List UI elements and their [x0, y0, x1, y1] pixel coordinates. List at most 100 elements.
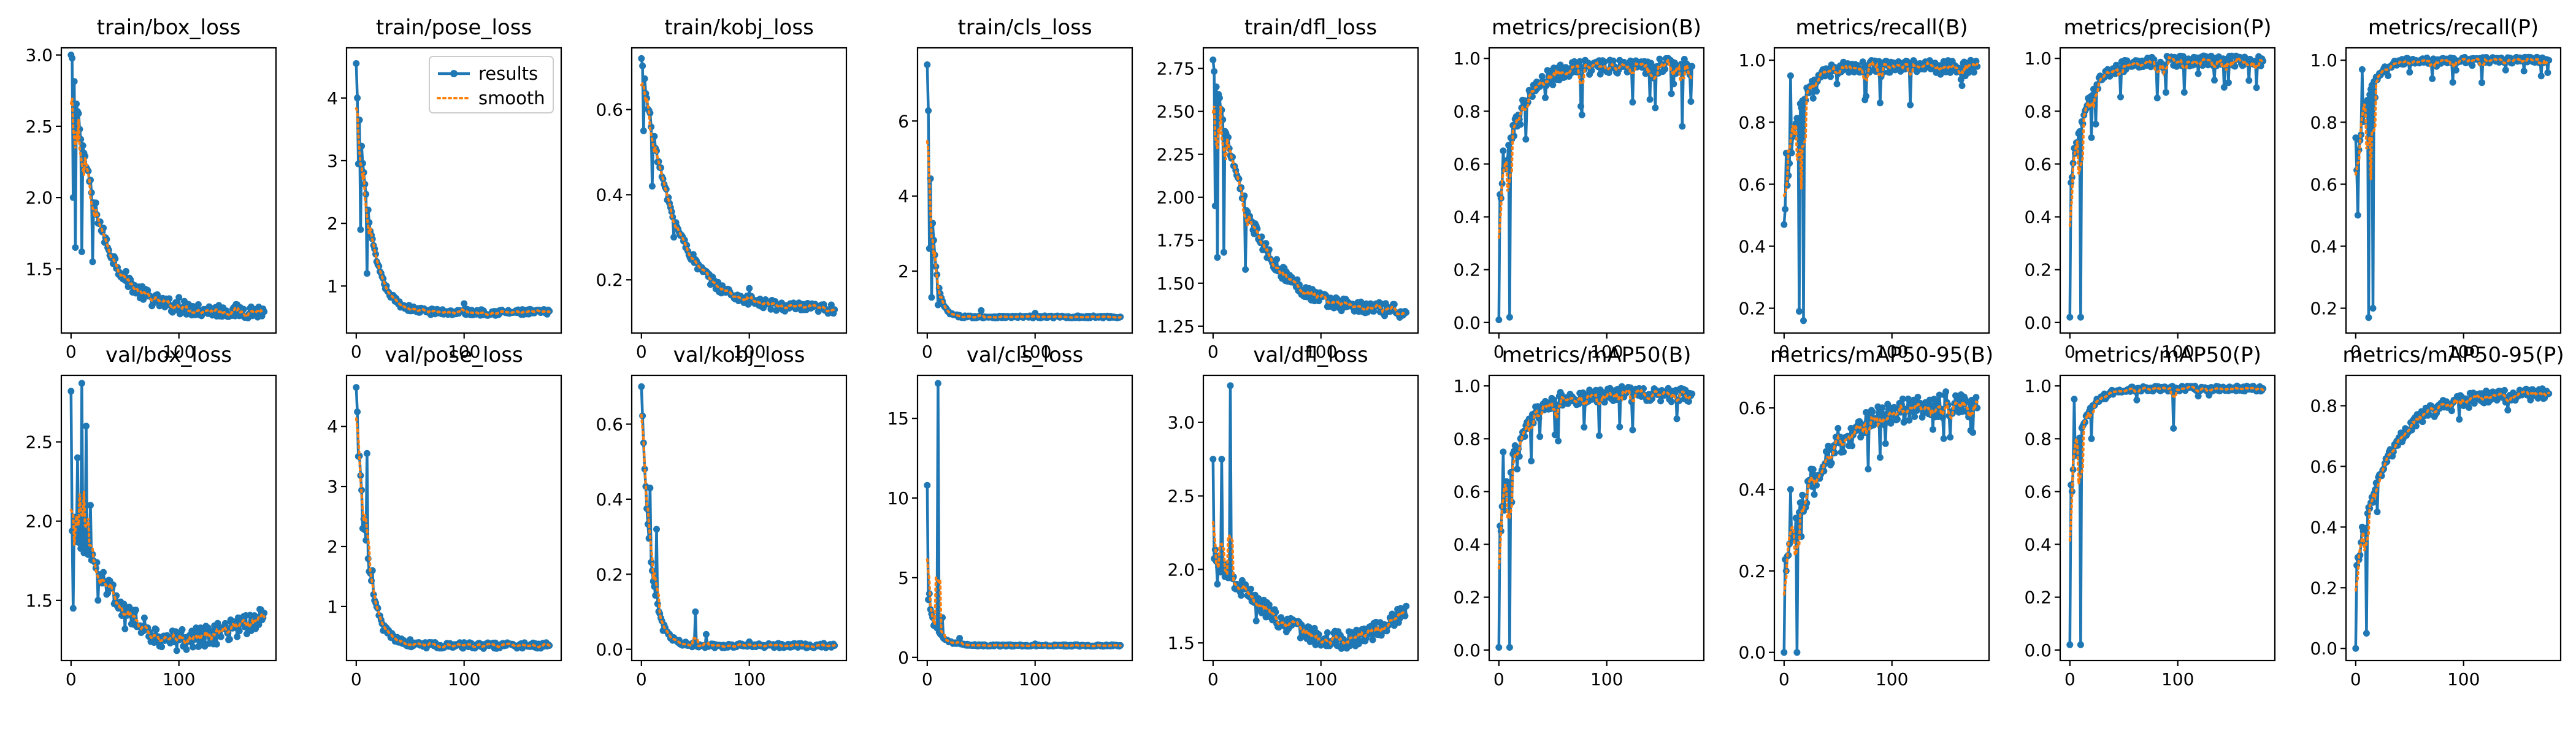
- results-point: [72, 244, 79, 251]
- panel-title: metrics/mAP50-95(P): [2342, 343, 2564, 367]
- chart-panel: train/dfl_loss 0 100 1.25 1.50 1.75 2.00 2.25 2.…: [1157, 15, 1419, 362]
- results-point: [1528, 458, 1535, 465]
- y-tick-label: 0.2: [1453, 260, 1481, 280]
- results-point: [1555, 437, 1562, 445]
- results-point: [1795, 118, 1802, 125]
- results-point: [1689, 63, 1696, 70]
- results-point: [2366, 91, 2374, 98]
- x-tick-label: 100: [2161, 669, 2194, 689]
- results-point: [2408, 426, 2415, 434]
- results-point: [1218, 456, 1225, 463]
- results-point: [1685, 398, 1692, 405]
- results-point: [2452, 66, 2459, 74]
- results-point: [2544, 69, 2551, 76]
- y-tick-label: 0.2: [1453, 588, 1481, 608]
- results-point: [2429, 75, 2436, 82]
- results-point: [1911, 413, 1919, 420]
- y-tick-label: 0.8: [1453, 101, 1481, 121]
- chart-panel: metrics/precision(P) 0 100 0.0 0.2 0.4 0.6 0.8 1…: [2024, 15, 2276, 362]
- y-tick-label: 0.6: [596, 100, 623, 120]
- results-line: [355, 387, 551, 650]
- results-point: [2412, 423, 2420, 430]
- panel-title: val/cls_loss: [967, 343, 1083, 367]
- results-point: [69, 55, 76, 62]
- y-tick-label: 2: [327, 213, 338, 234]
- results-point: [132, 607, 139, 613]
- results-line: [926, 381, 1121, 648]
- results-point: [71, 78, 78, 85]
- results-point: [1211, 202, 1219, 210]
- y-tick-label: 1: [327, 276, 338, 296]
- y-tick-label: 0.0: [1738, 643, 1766, 663]
- results-point: [1247, 585, 1254, 592]
- results-point: [104, 589, 112, 597]
- results-point: [2537, 72, 2545, 80]
- results-point: [1670, 80, 1677, 88]
- results-point: [639, 63, 646, 69]
- x-tick-label: 100: [163, 669, 195, 689]
- x-tick-label: 0: [1493, 342, 1505, 362]
- y-tick-label: 2.50: [1157, 102, 1195, 122]
- y-tick-label: 4: [327, 416, 338, 437]
- axes-frame: [345, 374, 562, 662]
- x-tick-label: 100: [1019, 342, 1051, 362]
- chart-panel: metrics/recall(P) 0 100 0.2 0.4 0.6 0.8 1.0: [2310, 15, 2562, 362]
- results-point: [1869, 408, 1876, 415]
- results-point: [2502, 66, 2509, 74]
- results-line: [640, 58, 836, 315]
- results-point: [1629, 99, 1636, 106]
- results-point: [1914, 394, 1922, 401]
- results-point: [640, 127, 647, 134]
- results-point: [638, 383, 645, 390]
- y-tick-label: 0.2: [1738, 561, 1766, 581]
- y-tick-label: 0.2: [2024, 260, 2052, 280]
- results-point: [217, 633, 224, 640]
- results-point: [1369, 636, 1376, 643]
- y-tick-label: 2.0: [1167, 559, 1195, 580]
- results-point: [190, 643, 197, 651]
- axes-frame: [1488, 47, 1705, 334]
- results-point: [1403, 602, 1410, 610]
- results-point: [1497, 527, 1505, 535]
- results-point: [1687, 98, 1695, 105]
- smooth-line: [69, 98, 266, 319]
- results-point: [2456, 416, 2463, 423]
- y-tick-label: 4: [327, 88, 338, 109]
- results-point: [1940, 435, 1947, 442]
- results-line: [640, 386, 836, 650]
- results-point: [1792, 515, 1800, 522]
- x-tick-label: 0: [66, 342, 77, 362]
- results-point: [2369, 305, 2377, 312]
- legend-results-label: results: [478, 63, 538, 84]
- chart-panel: train/box_loss 0 100 1.5 2.0 2.5 3.0: [25, 15, 277, 362]
- results-point: [1258, 609, 1265, 616]
- y-tick-label: 1.0: [2024, 48, 2052, 69]
- x-tick-label: 100: [2447, 342, 2480, 362]
- axes-frame: [1202, 47, 1419, 334]
- results-point: [178, 626, 186, 633]
- y-tick-label: 2: [327, 537, 338, 557]
- y-tick-label: 2: [898, 261, 909, 282]
- results-point: [1495, 316, 1503, 323]
- y-tick-label: 0.4: [2310, 236, 2337, 256]
- y-tick-label: 0.0: [2024, 313, 2052, 333]
- results-point: [74, 454, 81, 461]
- results-point: [1220, 248, 1227, 256]
- smooth-line: [1497, 56, 1693, 239]
- y-tick-label: 0.4: [1738, 236, 1766, 256]
- results-point: [1930, 426, 1936, 433]
- results-point: [79, 142, 86, 149]
- results-point: [1833, 80, 1841, 88]
- results-point: [2076, 128, 2083, 135]
- results-point: [1899, 395, 1906, 402]
- panel-title: metrics/precision(P): [2063, 15, 2271, 40]
- results-point: [2245, 77, 2253, 84]
- y-tick-label: 2.00: [1157, 188, 1195, 208]
- y-tick-label: 0.2: [2024, 588, 2052, 608]
- results-point: [2366, 505, 2374, 512]
- panel-title: val/pose_loss: [385, 343, 523, 367]
- results-line: [1782, 390, 1979, 654]
- results-point: [1542, 94, 1549, 101]
- results-point: [1333, 295, 1341, 302]
- chart-panel: val/pose_loss 0 100 1 2 3 4: [327, 343, 562, 689]
